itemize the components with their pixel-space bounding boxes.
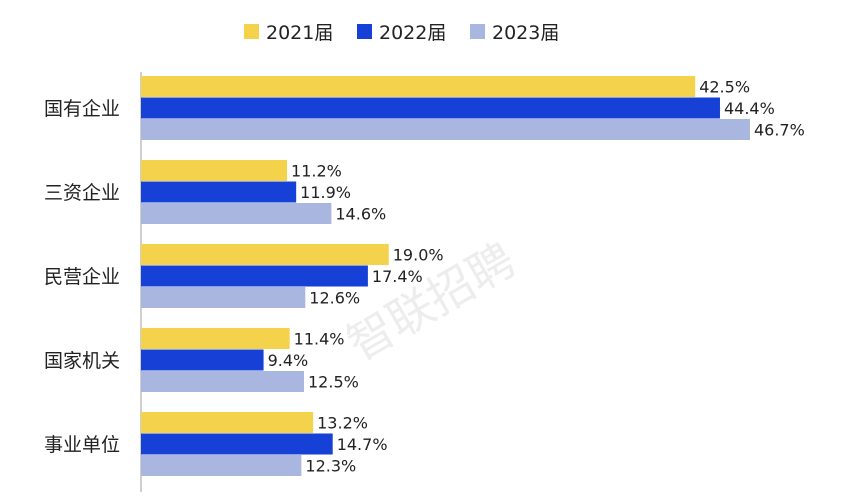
bar-series-2-cat-2 [141,181,297,203]
data-label-series-3-cat-4: 12.5% [308,373,359,392]
category-label-2: 三资企业 [44,182,120,204]
legend-swatch-series-3 [470,24,485,39]
legend: 2021届 2022届 2023届 [244,22,559,44]
legend-label-series-3: 2023届 [492,22,559,44]
legend-label-series-2: 2022届 [379,22,446,44]
bar-series-2-cat-1 [141,97,720,119]
data-label-series-2-cat-4: 9.4% [268,351,309,370]
bar-series-1-cat-3 [141,244,389,265]
bar-series-3-cat-3 [141,287,306,308]
data-label-series-1-cat-2: 11.2% [291,162,342,181]
data-label-series-2-cat-3: 17.4% [372,267,423,286]
bar-series-2-cat-3 [141,265,368,287]
data-label-series-2-cat-2: 11.9% [300,183,351,202]
data-label-series-1-cat-5: 13.2% [317,414,368,433]
bar-series-3-cat-1 [141,119,750,140]
legend-swatch-series-2 [357,24,372,39]
data-label-series-1-cat-1: 42.5% [699,78,750,97]
bars: 42.5% 44.4% 46.7% 11.2% 11.9% 14.6% 19.0% 17.4%… [141,76,805,476]
bar-series-1-cat-4 [141,328,290,349]
data-label-series-2-cat-5: 14.7% [337,435,388,454]
data-label-series-3-cat-2: 14.6% [335,205,386,224]
data-label-series-1-cat-3: 19.0% [393,246,444,265]
data-label-series-3-cat-5: 12.3% [305,457,356,476]
data-label-series-2-cat-1: 44.4% [724,99,775,118]
legend-swatch-series-1 [244,24,259,39]
bar-series-2-cat-4 [141,349,264,371]
data-label-series-3-cat-3: 12.6% [309,289,360,308]
bar-series-3-cat-2 [141,203,332,224]
category-label-3: 民营企业 [44,266,120,288]
legend-label-series-1: 2021届 [266,22,333,44]
bar-series-3-cat-4 [141,371,304,392]
bar-series-1-cat-1 [141,76,696,97]
data-label-series-1-cat-4: 11.4% [294,330,345,349]
bar-series-2-cat-5 [141,433,333,455]
data-label-series-3-cat-1: 46.7% [754,121,805,140]
bar-series-1-cat-2 [141,160,288,181]
category-label-5: 事业单位 [44,434,120,456]
category-label-1: 国有企业 [44,98,120,120]
bar-series-1-cat-5 [141,412,314,433]
category-label-4: 国家机关 [44,350,120,372]
bar-series-3-cat-5 [141,455,302,476]
